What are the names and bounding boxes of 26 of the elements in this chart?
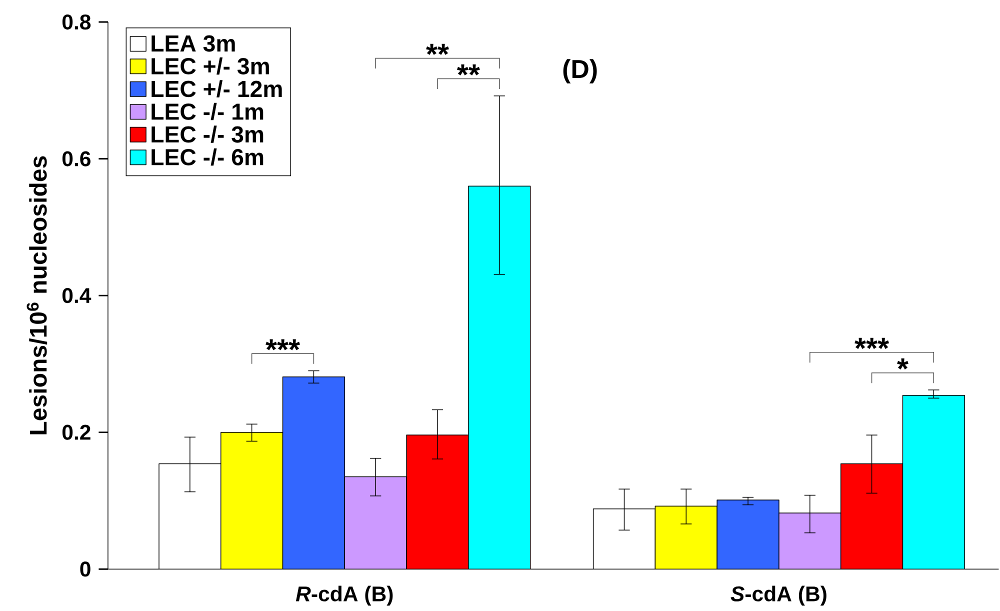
legend-label: LEC -/- 1m [152, 102, 264, 120]
annotation: * [897, 358, 908, 370]
annotation: *** [266, 339, 300, 350]
x-tick-label: S-cdA (B) [730, 586, 826, 606]
y-tick-label: 0.4 [62, 288, 92, 304]
y-axis-title: Lesions/10$^{6}$ nucleosides [26, 156, 48, 434]
y-tick-label: 0.6 [62, 151, 90, 166]
annotation: (D) [563, 59, 597, 84]
bar [282, 376, 345, 570]
bar [840, 463, 904, 570]
legend-label: LEC -/- 3m [152, 126, 264, 143]
legend-label: LEA 3m [152, 35, 235, 52]
bar [406, 435, 468, 570]
y-tick-label: 0 [80, 561, 90, 577]
y-tick-label: 0.8 [62, 14, 91, 30]
annotation: ** [456, 64, 480, 76]
bar [468, 186, 530, 570]
y-tick-label: 0.2 [62, 424, 90, 440]
bar [902, 394, 965, 570]
legend-label: LEC +/- 3m [152, 57, 269, 75]
legend-label: LEC -/- 6m [152, 148, 264, 166]
annotation: *** [854, 338, 890, 349]
legend-label: LEC +/- 12m [152, 80, 282, 98]
x-tick-label: R-cdA (B) [296, 586, 393, 606]
bar [716, 500, 780, 570]
annotation: ** [426, 44, 449, 55]
